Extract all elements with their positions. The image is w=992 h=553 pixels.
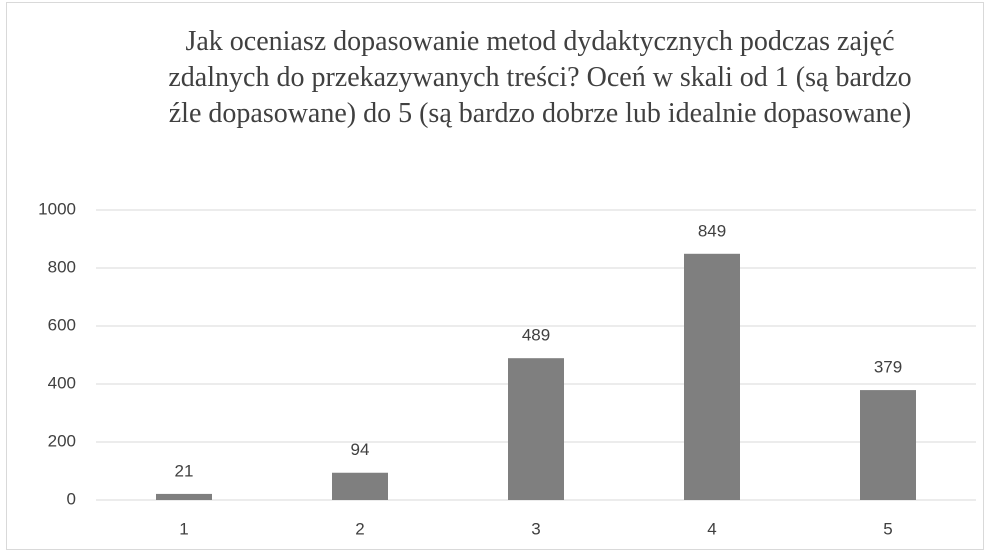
y-tick-label: 400 <box>48 373 76 392</box>
x-tick-label: 5 <box>883 519 892 538</box>
x-tick-label: 4 <box>707 519 716 538</box>
chart-border <box>6 2 984 550</box>
x-tick-label: 2 <box>355 519 364 538</box>
y-tick-label: 800 <box>48 257 76 276</box>
x-tick-label: 1 <box>179 519 188 538</box>
y-tick-label: 1000 <box>38 199 76 218</box>
bar <box>684 253 740 500</box>
data-label: 489 <box>522 326 550 345</box>
data-label: 849 <box>698 221 726 240</box>
data-label: 379 <box>874 358 902 377</box>
y-tick-label: 0 <box>67 489 76 508</box>
bar <box>332 472 388 500</box>
y-tick-label: 600 <box>48 315 76 334</box>
data-label: 21 <box>175 461 194 480</box>
bar <box>156 493 212 500</box>
bar <box>860 390 916 500</box>
chart-title: Jak oceniasz dopasowanie metod dydaktycz… <box>168 26 912 129</box>
y-tick-label: 200 <box>48 431 76 450</box>
x-tick-label: 3 <box>531 519 540 538</box>
data-label: 94 <box>351 440 370 459</box>
bar <box>508 358 564 500</box>
